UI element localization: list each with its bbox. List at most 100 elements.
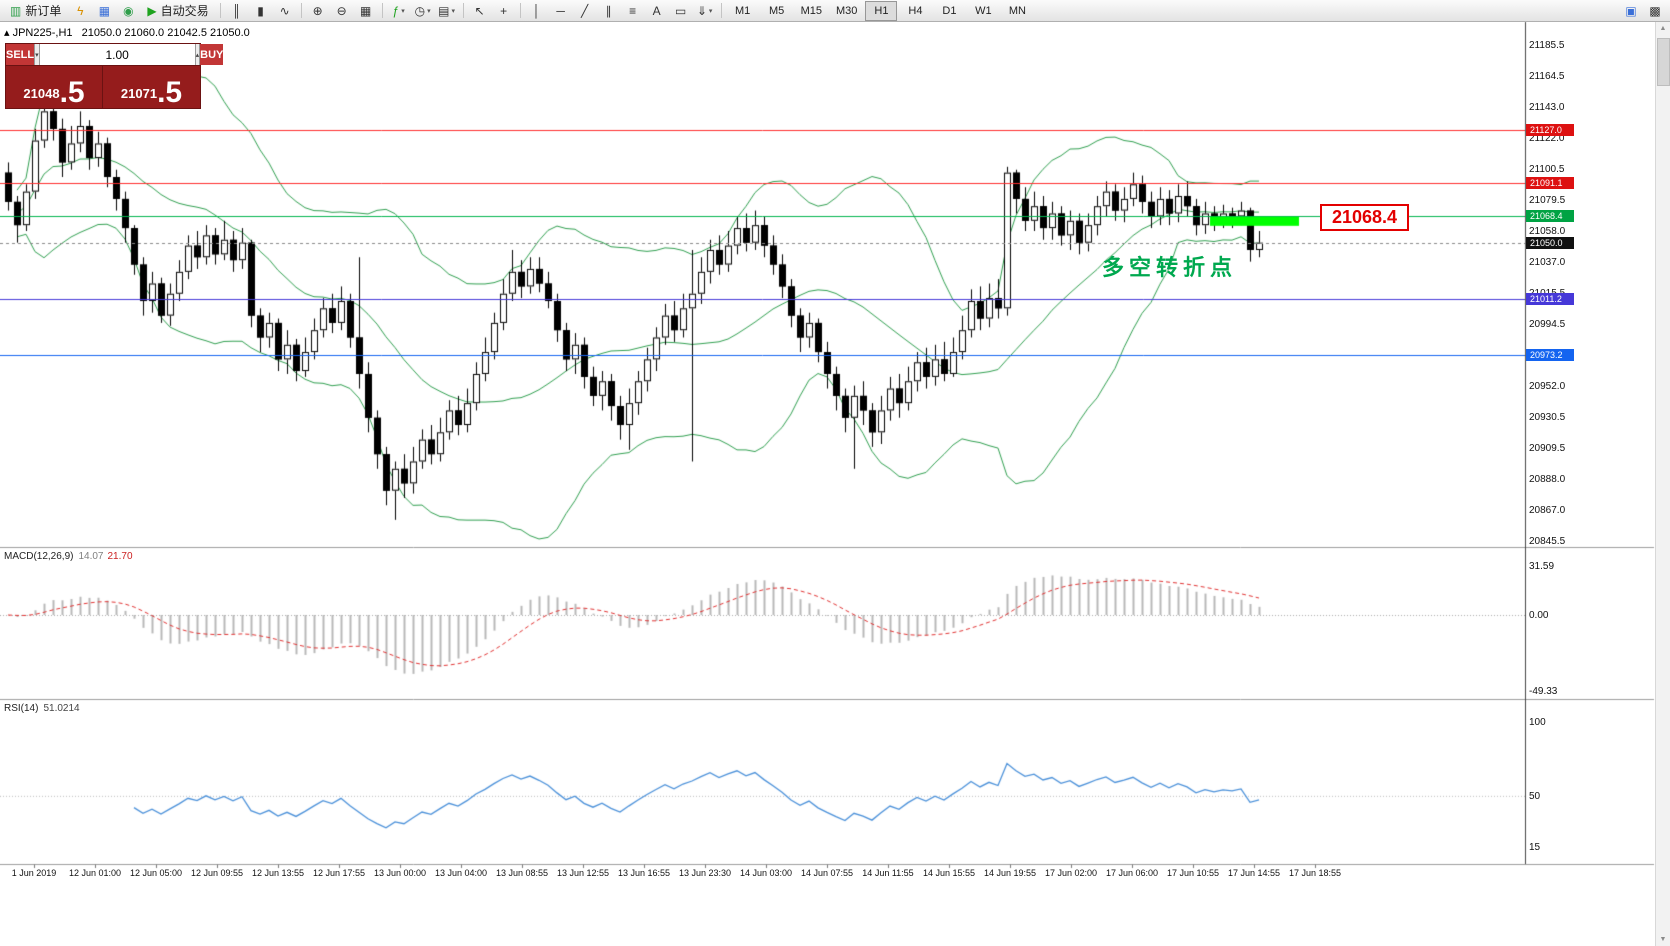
zoom-in-icon-glyph: ⊕ — [312, 3, 323, 18]
trade-panel-prices: 21048.5 21071.5 — [6, 65, 200, 108]
price-axis-tick: 20952.0 — [1529, 380, 1566, 392]
market-watch-icon-glyph: ▦ — [98, 3, 111, 18]
toolbar-separator — [519, 3, 521, 18]
symbol-title: JPN225-,H1 — [12, 27, 73, 39]
fibonacci-icon-glyph: ≡ — [629, 3, 637, 18]
timeframe-m5-button[interactable]: M5 — [768, 4, 785, 17]
price-axis-tick: 20845.5 — [1529, 536, 1566, 547]
bid-main-digits: 21048 — [23, 86, 60, 101]
templates-icon-glyph: ▤ — [438, 3, 450, 18]
symbol-header: ▴ JPN225-,H1 21050.0 21060.0 21042.5 210… — [4, 26, 250, 39]
rsi-indicator-header: RSI(14) 51.0214 — [4, 703, 80, 714]
time-axis-label: 12 Jun 09:55 — [190, 868, 244, 878]
time-axis-label: 14 Jun 03:00 — [739, 868, 793, 878]
volume-decrease-button[interactable]: ▾ — [34, 44, 40, 65]
rsi-scale-label: 15 — [1529, 842, 1541, 854]
one-click-trading-panel: SELL ▾ ▴ BUY 21048.5 21071.5 — [5, 43, 224, 109]
price-line-label: 21050.0 — [1526, 236, 1574, 249]
trendline-icon-glyph: ╱ — [580, 3, 589, 18]
time-axis-label: 1 Jun 2019 — [11, 868, 57, 878]
cursor-icon-glyph: ↖ — [474, 3, 485, 18]
crosshair-icon-glyph: + — [500, 3, 508, 18]
candlestick-chart-icon-glyph: ▮ — [257, 3, 264, 18]
auto-trading-button[interactable]: ▶ 自动交易 — [141, 1, 214, 21]
timeframe-mn-button[interactable]: MN — [1008, 4, 1026, 17]
scroll-up-icon[interactable]: ▲ — [1659, 25, 1667, 32]
fibonacci-icon[interactable]: ≡ — [622, 1, 644, 21]
vertical-line-icon[interactable]: │ — [526, 1, 548, 21]
price-axis-tick: 20994.5 — [1529, 318, 1566, 330]
horizontal-line-icon-glyph: ─ — [556, 3, 565, 18]
macd-indicator-header: MACD(12,26,9) 14.07 21.70 — [4, 551, 133, 562]
text-icon[interactable]: A — [646, 1, 668, 21]
window-list-icon[interactable]: ▩ — [1644, 1, 1666, 21]
toolbar-separator — [219, 3, 221, 18]
timeframe-h1-button[interactable]: H1 — [865, 0, 898, 21]
timeframe-m15-button[interactable]: M15 — [800, 4, 823, 17]
cursor-icon[interactable]: ↖ — [469, 1, 491, 21]
chevron-down-icon: ▾ — [401, 7, 405, 15]
zoom-in-icon[interactable]: ⊕ — [307, 1, 329, 21]
time-axis-label: 12 Jun 05:00 — [129, 868, 183, 878]
chevron-down-icon: ▾ — [708, 7, 713, 15]
zoom-out-icon-glyph: ⊖ — [336, 3, 347, 18]
timeframe-m30-button[interactable]: M30 — [836, 4, 858, 17]
indicators-icon[interactable]: ƒ ▾ — [388, 1, 410, 21]
time-axis-label: 12 Jun 13:55 — [251, 868, 305, 878]
timeframe-m1-button[interactable]: M1 — [734, 4, 751, 17]
new-chart-icon[interactable]: ▣ — [1620, 1, 1642, 21]
volume-input[interactable] — [39, 44, 195, 65]
indicators-icon-glyph: ƒ — [392, 3, 400, 18]
tile-windows-icon[interactable]: ▦ — [355, 1, 377, 21]
buy-button[interactable]: BUY — [200, 44, 224, 65]
new-order-button[interactable]: ▥ 新订单 — [4, 1, 67, 21]
ask-price[interactable]: 21071.5 — [103, 66, 200, 108]
toolbar: ▥ 新订单 ϟ ▦ ◉ ▶ 自动交易 ║ ▮ ∿ ⊕ ⊖ ▦ ƒ ▾ ◷ ▾ ▤ ▾ ↖ + │ ─ ╱ ∥ ≡ A ▭ ⇓ ▾ M1 M5 M… — [0, 0, 1670, 22]
bid-pip-digits: .5 — [59, 75, 85, 109]
sell-button[interactable]: SELL — [6, 44, 35, 65]
toolbar-separator — [381, 3, 383, 18]
terminal-icon[interactable]: ϟ — [69, 1, 91, 21]
tile-windows-icon-glyph: ▦ — [359, 3, 372, 18]
price-axis-tick: 20867.0 — [1529, 504, 1566, 516]
time-axis-label: 13 Jun 00:00 — [373, 868, 427, 878]
time-axis-label: 17 Jun 18:55 — [1288, 868, 1342, 878]
community-icon[interactable]: ◉ — [117, 1, 139, 21]
crosshair-icon[interactable]: + — [493, 1, 515, 21]
trendline-icon[interactable]: ╱ — [574, 1, 596, 21]
rsi-scale-label: 100 — [1529, 717, 1546, 729]
timeframe-d1-button[interactable]: D1 — [942, 4, 957, 17]
candlestick-chart-icon[interactable]: ▮ — [250, 1, 272, 21]
toolbar-separator — [720, 3, 722, 18]
market-watch-icon[interactable]: ▦ — [93, 1, 115, 21]
vertical-scrollbar[interactable]: ▲ ▼ — [1655, 22, 1670, 946]
price-annotation-label[interactable]: 21068.4 — [1320, 204, 1410, 231]
channel-icon[interactable]: ∥ — [598, 1, 620, 21]
price-axis-tick: 21164.5 — [1529, 70, 1565, 82]
zoom-out-icon[interactable]: ⊖ — [331, 1, 353, 21]
templates-icon[interactable]: ▤ ▾ — [436, 1, 458, 21]
price-axis-tick: 21079.5 — [1529, 194, 1566, 206]
price-axis-tick: 21100.5 — [1529, 164, 1565, 175]
periods-icon[interactable]: ◷ ▾ — [412, 1, 434, 21]
time-axis-label: 17 Jun 02:00 — [1044, 868, 1098, 878]
text-label-icon[interactable]: ▭ — [670, 1, 692, 21]
auto-trading-button-label: 自动交易 — [160, 4, 209, 18]
rsi-title: RSI(14) — [4, 703, 39, 714]
price-line-label: 21068.4 — [1526, 209, 1574, 222]
arrows-icon[interactable]: ⇓ ▾ — [694, 1, 716, 21]
line-chart-icon[interactable]: ∿ — [274, 1, 296, 21]
bar-chart-icon[interactable]: ║ — [226, 1, 248, 21]
timeframe-h4-button[interactable]: H4 — [908, 4, 923, 17]
bid-price[interactable]: 21048.5 — [6, 66, 103, 108]
horizontal-line-icon[interactable]: ─ — [550, 1, 572, 21]
scrollbar-thumb[interactable] — [1657, 38, 1670, 86]
text-icon-glyph: A — [652, 3, 661, 18]
scroll-down-icon[interactable]: ▼ — [1659, 936, 1667, 943]
timeframe-w1-button[interactable]: W1 — [975, 4, 992, 17]
price-axis-tick: 20888.0 — [1529, 474, 1566, 485]
volume-increase-button[interactable]: ▴ — [194, 44, 201, 65]
time-axis-label: 13 Jun 08:55 — [495, 868, 549, 878]
arrows-icon-glyph: ⇓ — [696, 3, 707, 18]
